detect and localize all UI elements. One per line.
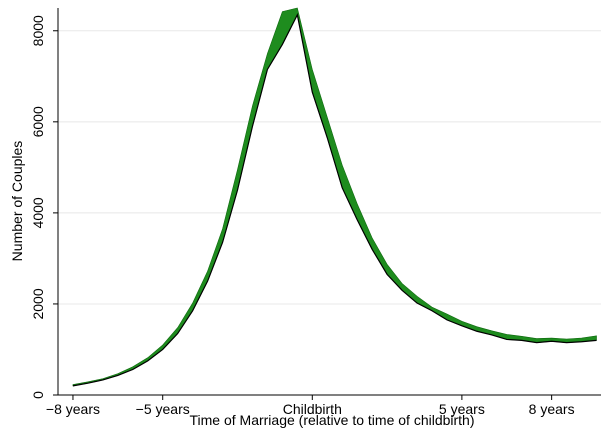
y-tick-label: 4000 bbox=[30, 197, 46, 228]
y-axis-title: Number of Couples bbox=[9, 141, 25, 262]
x-tick-label: Childbirth bbox=[283, 401, 342, 417]
y-tick-label: 8000 bbox=[30, 15, 46, 46]
x-tick-label: 5 years bbox=[439, 401, 485, 417]
y-axis-ticks: 0 2000 4000 6000 8000 bbox=[30, 15, 58, 399]
y-tick-label: 0 bbox=[30, 391, 46, 399]
series-lower-line bbox=[72, 12, 597, 387]
x-axis-ticks: −8 years −5 years Childbirth 5 years 8 years bbox=[46, 395, 575, 417]
x-axis-title: Time of Marriage (relative to time of ch… bbox=[189, 412, 474, 428]
y-tick-label: 6000 bbox=[30, 106, 46, 137]
x-tick-label: −5 years bbox=[136, 401, 190, 417]
series-band-area bbox=[72, 7, 597, 387]
x-tick-label: 8 years bbox=[529, 401, 575, 417]
x-tick-label: −8 years bbox=[46, 401, 100, 417]
y-tick-label: 2000 bbox=[30, 288, 46, 319]
